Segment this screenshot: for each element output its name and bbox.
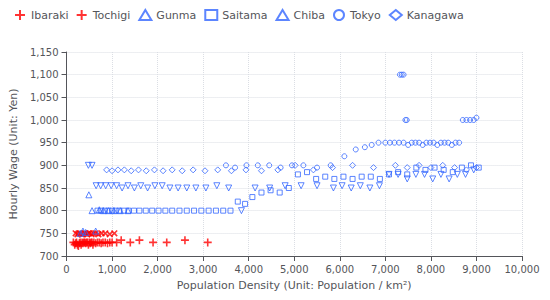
svg-text:950: 950 <box>39 137 58 148</box>
svg-text:850: 850 <box>39 183 58 194</box>
svg-text:1,050: 1,050 <box>30 92 59 103</box>
svg-text:750: 750 <box>39 228 58 239</box>
svg-text:0: 0 <box>63 264 69 275</box>
svg-text:800: 800 <box>39 205 58 216</box>
svg-text:700: 700 <box>39 251 58 262</box>
svg-text:Chiba: Chiba <box>294 9 325 22</box>
svg-text:1,000: 1,000 <box>30 115 59 126</box>
svg-text:Ibaraki: Ibaraki <box>31 9 69 22</box>
svg-text:Saitama: Saitama <box>222 9 267 22</box>
svg-text:Hourly Wage (Unit: Yen): Hourly Wage (Unit: Yen) <box>7 89 20 220</box>
svg-text:Kanagawa: Kanagawa <box>407 9 464 22</box>
svg-text:Gunma: Gunma <box>156 9 196 22</box>
svg-text:8,000: 8,000 <box>417 264 446 275</box>
svg-text:1,100: 1,100 <box>30 69 59 80</box>
svg-text:2,000: 2,000 <box>143 264 172 275</box>
svg-text:900: 900 <box>39 160 58 171</box>
svg-text:6,000: 6,000 <box>325 264 354 275</box>
svg-text:Tokyo: Tokyo <box>349 9 381 22</box>
svg-text:Population Density (Unit: Popu: Population Density (Unit: Population / k… <box>177 279 412 292</box>
svg-text:9,000: 9,000 <box>462 264 491 275</box>
svg-text:10,000: 10,000 <box>505 264 540 275</box>
svg-text:1,000: 1,000 <box>98 264 127 275</box>
svg-text:Tochigi: Tochigi <box>92 9 131 22</box>
svg-text:5,000: 5,000 <box>280 264 309 275</box>
svg-text:7,000: 7,000 <box>371 264 400 275</box>
svg-text:1,150: 1,150 <box>30 47 59 58</box>
svg-text:4,000: 4,000 <box>234 264 263 275</box>
svg-text:3,000: 3,000 <box>189 264 218 275</box>
